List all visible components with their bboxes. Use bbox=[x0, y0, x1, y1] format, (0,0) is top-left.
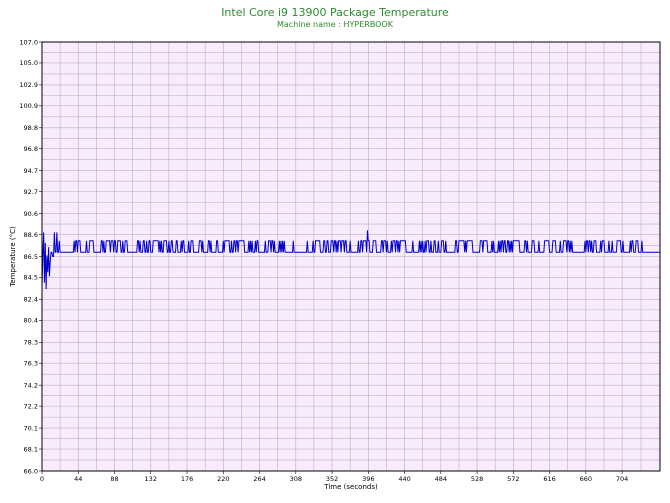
x-tick-label: 0 bbox=[40, 475, 44, 483]
series-line bbox=[41, 230, 660, 289]
x-tick-label: 704 bbox=[616, 475, 628, 483]
plot-border bbox=[41, 41, 661, 472]
chart-subtitle: Machine name : HYPERBOOK bbox=[276, 20, 394, 29]
x-tick-label: 176 bbox=[181, 475, 193, 483]
y-tick-label: 70.1 bbox=[24, 424, 38, 432]
x-tick-label: 616 bbox=[543, 475, 555, 483]
y-tick-label: 94.7 bbox=[24, 167, 38, 175]
y-tick-label: 66.0 bbox=[24, 467, 38, 475]
y-tick-label: 100.9 bbox=[19, 102, 38, 110]
x-tick-label: 484 bbox=[435, 475, 447, 483]
y-axis-label: Temperature (°C) bbox=[9, 226, 17, 288]
y-tick-label: 80.4 bbox=[24, 317, 38, 325]
x-tick-label: 44 bbox=[74, 475, 82, 483]
x-tick-label: 660 bbox=[580, 475, 592, 483]
y-tick-label: 96.8 bbox=[24, 145, 38, 153]
x-tick-label: 572 bbox=[507, 475, 519, 483]
y-tick-label: 78.3 bbox=[24, 339, 38, 347]
x-tick-label: 308 bbox=[290, 475, 302, 483]
y-tick-label: 84.5 bbox=[24, 274, 38, 282]
y-tick-label: 98.8 bbox=[24, 124, 38, 132]
y-tick-label: 90.6 bbox=[24, 210, 38, 218]
x-tick-label: 264 bbox=[253, 475, 265, 483]
y-tick-label: 76.3 bbox=[24, 360, 38, 368]
x-tick-label: 88 bbox=[110, 475, 118, 483]
y-tick-label: 86.5 bbox=[24, 253, 38, 261]
x-tick-label: 396 bbox=[362, 475, 374, 483]
x-tick-label: 220 bbox=[217, 475, 229, 483]
x-tick-label: 132 bbox=[145, 475, 157, 483]
y-tick-label: 72.2 bbox=[24, 402, 38, 410]
chart-title: Intel Core i9 13900 Package Temperature bbox=[221, 6, 449, 19]
y-tick-label: 68.1 bbox=[24, 445, 38, 453]
y-tick-label: 88.6 bbox=[24, 231, 38, 239]
y-tick-label: 105.0 bbox=[19, 59, 38, 67]
y-tick-label: 82.4 bbox=[24, 296, 38, 304]
x-tick-label: 352 bbox=[326, 475, 338, 483]
x-tick-label: 440 bbox=[398, 475, 410, 483]
y-tick-label: 102.9 bbox=[19, 81, 38, 89]
y-tick-label: 107.0 bbox=[19, 38, 38, 46]
x-axis-ticks: 0 44 88 132 176 220 264 308 352 396 440 484 528 572 61… bbox=[40, 475, 628, 483]
x-axis-label: Time (seconds) bbox=[323, 483, 378, 491]
y-axis-ticks: 66.0 68.1 70.1 72.2 74.2 76.3 78.3 80.4 82.4 84.5… bbox=[19, 38, 38, 475]
x-tick-label: 528 bbox=[471, 475, 483, 483]
y-tick-label: 74.2 bbox=[24, 382, 38, 390]
y-tick-label: 92.7 bbox=[24, 188, 38, 196]
